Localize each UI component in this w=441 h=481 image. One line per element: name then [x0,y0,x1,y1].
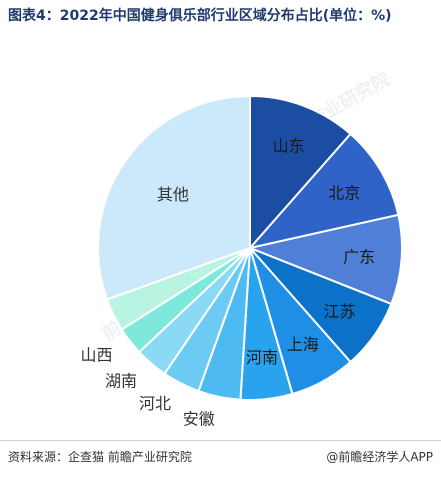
pie-slice [97,94,251,301]
slice-label: 其他 [157,185,189,204]
slice-label: 安徽 [183,409,215,428]
slice-label: 山东 [273,137,305,156]
pie-slice [246,213,403,306]
slice-label: 上海 [287,335,319,354]
brand-credit: @前瞻经济学人APP [326,450,433,464]
slice-label: 江苏 [324,302,356,321]
slice-label: 北京 [328,183,360,202]
chart-title: 图表4：2022年中国健身俱乐部行业区域分布占比(单位：%) [8,8,392,24]
footer-divider [0,440,441,441]
slice-label: 河南 [246,348,278,367]
source-note: 资料来源：企查猫 前瞻产业研究院 [8,450,192,464]
pie-slice [249,94,352,251]
slice-label: 湖南 [105,371,137,390]
slice-label: 山西 [80,346,112,365]
slice-label: 广东 [343,248,375,267]
pie-slice [247,132,400,250]
slice-label: 河北 [139,394,171,413]
